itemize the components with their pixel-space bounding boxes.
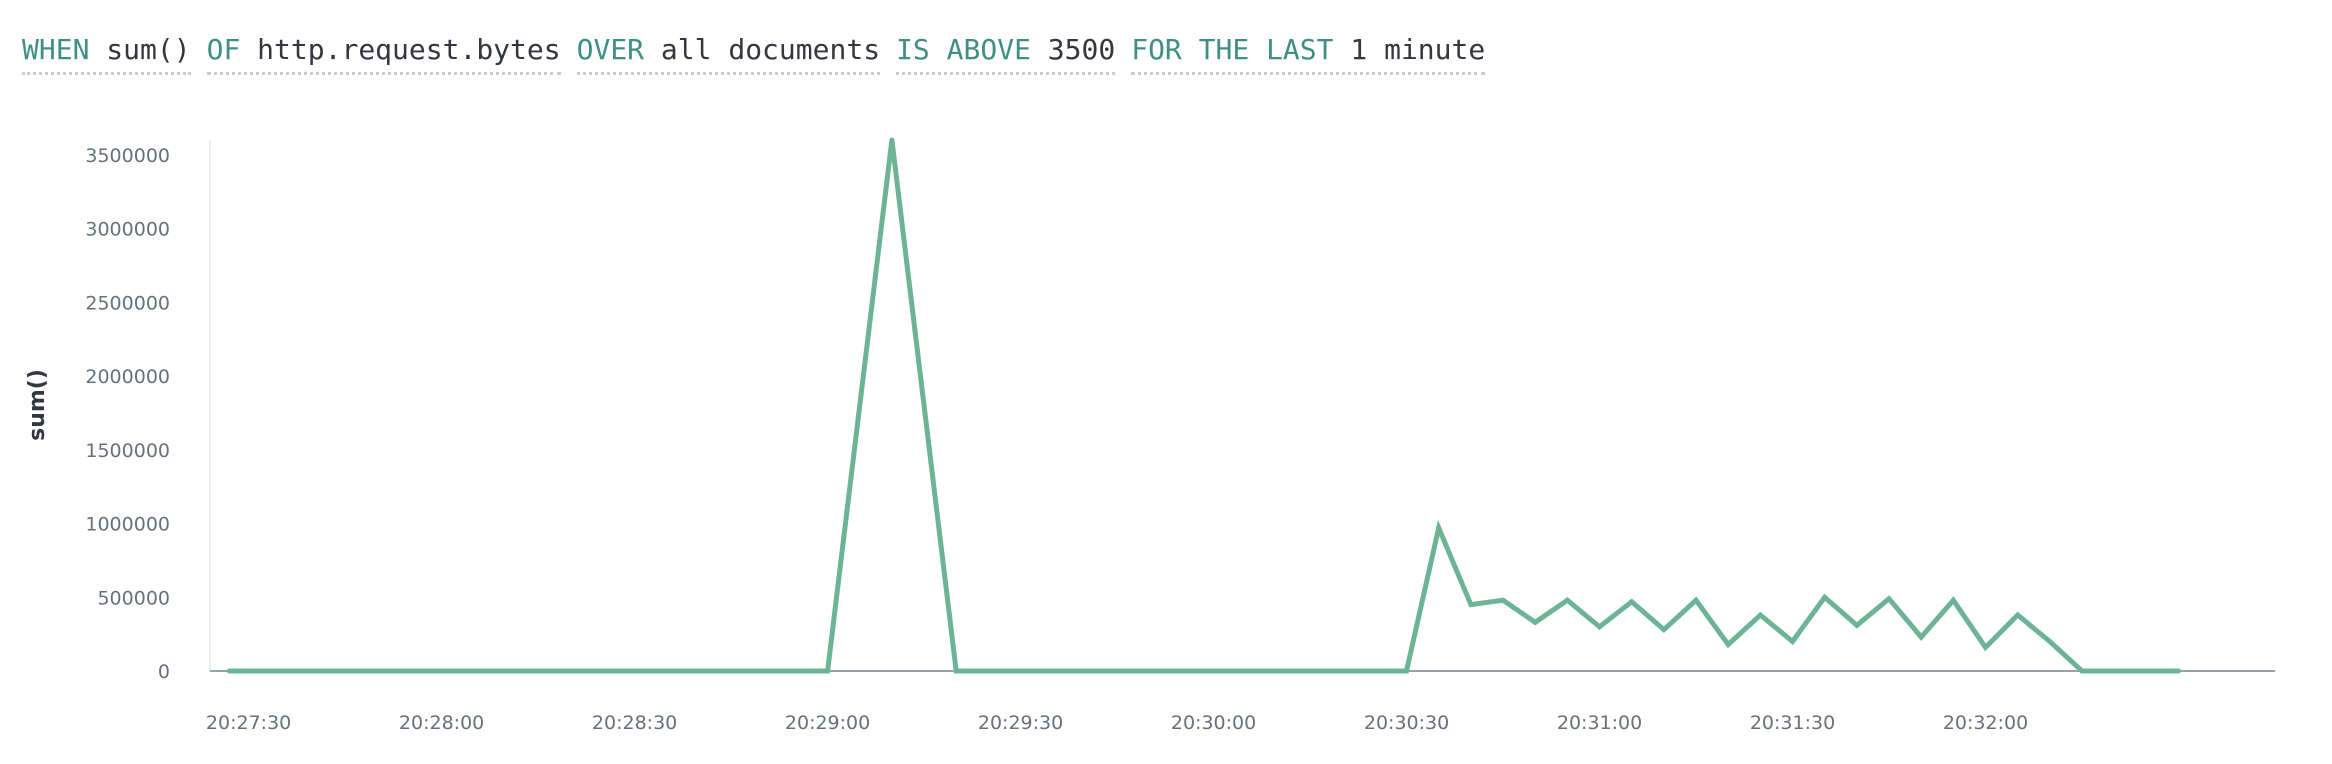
data-point [2176,668,2181,674]
expression-value: sum() [106,33,191,66]
expression-value: 3500 [1047,33,1116,66]
expression-keyword: OVER [576,33,645,66]
expression-keyword: WHEN [22,33,90,66]
y-tick-label: 3500000 [85,145,170,167]
data-point [1629,599,1635,605]
x-tick-label: 20:27:30 [206,712,291,734]
data-point [1436,525,1442,531]
x-tick-label: 20:30:00 [1171,712,1256,734]
expression-keyword: OF [206,33,241,66]
expression-keyword: FOR THE LAST [1131,33,1334,66]
y-tick-label: 1500000 [85,440,170,462]
data-point [1950,597,1956,603]
series-group [226,137,2181,674]
data-point [1886,596,1892,602]
x-tick-label: 20:31:30 [1750,712,1835,734]
data-point [889,137,895,143]
data-point [1532,619,1538,625]
alert-expression-bar: WHEN sum() OF http.request.bytes OVER all … [22,32,1486,82]
y-tick-label: 0 [158,661,170,683]
y-axis-label: sum() [25,369,50,441]
over-docs-item[interactable]: OVER all documents [576,32,881,75]
data-point [1854,622,1860,628]
of-field-item[interactable]: OF http.request.bytes [206,32,561,75]
y-tick-label: 2000000 [85,366,170,388]
data-point [1757,612,1763,618]
data-point [2143,668,2149,674]
y-axis-ticks: 0 500000 1000000 1500000 2000000 2500000 30000… [85,145,170,683]
when-sum-item[interactable]: WHEN sum() [22,32,191,75]
data-point [1918,634,1924,640]
data-point [2111,668,2117,674]
x-tick-label: 20:28:30 [592,712,677,734]
data-point [1564,597,1570,603]
data-point [1725,642,1731,647]
data-point [953,668,959,674]
data-point [1790,639,1795,644]
data-point [1500,597,1506,603]
data-point [1404,668,1409,674]
series-line [229,139,2179,674]
x-tick-label: 20:29:00 [785,712,870,734]
x-tick-label: 20:30:30 [1364,712,1449,734]
x-tick-label: 20:28:00 [399,712,484,734]
data-point [2079,668,2085,674]
data-point [825,668,831,674]
data-point [2015,612,2021,618]
x-axis-ticks: 20:27:30 20:28:00 20:28:30 20:29:00 20:29:30… [206,712,2028,734]
data-point [1693,597,1699,603]
data-point [1661,627,1667,633]
data-point [226,668,232,674]
x-tick-label: 20:32:00 [1943,712,2028,734]
data-point [1983,644,1988,650]
x-tick-label: 20:29:30 [978,712,1063,734]
y-tick-label: 500000 [97,587,170,609]
y-tick-label: 1000000 [85,514,170,536]
expression-keyword: IS ABOVE [896,33,1031,66]
x-tick-label: 20:31:00 [1557,712,1642,734]
threshold-item[interactable]: IS ABOVE 3500 [896,32,1116,75]
expression-value: all documents [660,33,881,66]
expression-value: http.request.bytes [257,33,561,66]
expression-value: 1 minute [1350,33,1486,66]
data-point [1597,624,1602,630]
y-tick-label: 2500000 [85,292,170,314]
time-window-item[interactable]: FOR THE LAST 1 minute [1131,32,1486,75]
y-tick-label: 3000000 [85,219,170,241]
data-point [1468,602,1474,608]
data-point [1822,594,1828,600]
data-point [2047,639,2053,644]
